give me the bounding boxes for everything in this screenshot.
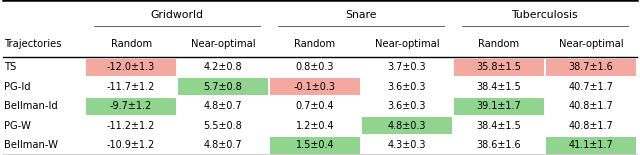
Text: Tuberculosis: Tuberculosis: [511, 10, 578, 20]
FancyBboxPatch shape: [454, 59, 543, 76]
Text: 4.8±0.7: 4.8±0.7: [204, 140, 243, 150]
Text: 1.2±0.4: 1.2±0.4: [296, 121, 334, 131]
Text: Random: Random: [111, 39, 152, 49]
Text: 3.6±0.3: 3.6±0.3: [388, 101, 426, 111]
Text: Near-optimal: Near-optimal: [559, 39, 623, 49]
Text: 4.8±0.3: 4.8±0.3: [388, 121, 426, 131]
Text: 4.2±0.8: 4.2±0.8: [204, 62, 243, 72]
Text: Trajectories: Trajectories: [4, 39, 62, 49]
FancyBboxPatch shape: [546, 59, 636, 76]
Text: -12.0±1.3: -12.0±1.3: [107, 62, 156, 72]
FancyBboxPatch shape: [546, 137, 636, 154]
FancyBboxPatch shape: [86, 98, 176, 115]
Text: 4.3±0.3: 4.3±0.3: [388, 140, 426, 150]
Text: 38.4±1.5: 38.4±1.5: [477, 121, 521, 131]
Text: 39.1±1.7: 39.1±1.7: [477, 101, 521, 111]
FancyBboxPatch shape: [270, 78, 360, 95]
Text: 3.7±0.3: 3.7±0.3: [388, 62, 426, 72]
Text: 0.8±0.3: 0.8±0.3: [296, 62, 334, 72]
Text: 38.7±1.6: 38.7±1.6: [568, 62, 613, 72]
Text: 40.8±1.7: 40.8±1.7: [568, 101, 613, 111]
Text: Snare: Snare: [345, 10, 377, 20]
Text: Bellman-Id: Bellman-Id: [4, 101, 58, 111]
Text: Near-optimal: Near-optimal: [374, 39, 439, 49]
Text: 38.4±1.5: 38.4±1.5: [477, 82, 521, 92]
Text: 3.6±0.3: 3.6±0.3: [388, 82, 426, 92]
Text: 0.7±0.4: 0.7±0.4: [296, 101, 334, 111]
FancyBboxPatch shape: [179, 78, 268, 95]
FancyBboxPatch shape: [86, 59, 176, 76]
Text: -11.2±1.2: -11.2±1.2: [107, 121, 156, 131]
Text: 4.8±0.7: 4.8±0.7: [204, 101, 243, 111]
Text: 40.7±1.7: 40.7±1.7: [568, 82, 613, 92]
Text: 1.5±0.4: 1.5±0.4: [296, 140, 334, 150]
Text: -11.7±1.2: -11.7±1.2: [107, 82, 156, 92]
Text: PG-Id: PG-Id: [4, 82, 31, 92]
Text: 5.5±0.8: 5.5±0.8: [204, 121, 243, 131]
FancyBboxPatch shape: [362, 117, 452, 134]
Text: 38.6±1.6: 38.6±1.6: [477, 140, 521, 150]
Text: -0.1±0.3: -0.1±0.3: [294, 82, 336, 92]
Text: 5.7±0.8: 5.7±0.8: [204, 82, 243, 92]
Text: Bellman-W: Bellman-W: [4, 140, 58, 150]
Text: Random: Random: [478, 39, 520, 49]
Text: Near-optimal: Near-optimal: [191, 39, 255, 49]
Text: 40.8±1.7: 40.8±1.7: [568, 121, 613, 131]
Text: TS: TS: [4, 62, 17, 72]
Text: Random: Random: [294, 39, 335, 49]
Text: -10.9±1.2: -10.9±1.2: [107, 140, 156, 150]
FancyBboxPatch shape: [270, 137, 360, 154]
Text: -9.7±1.2: -9.7±1.2: [110, 101, 152, 111]
Text: 41.1±1.7: 41.1±1.7: [568, 140, 613, 150]
Text: 35.8±1.5: 35.8±1.5: [476, 62, 522, 72]
FancyBboxPatch shape: [454, 98, 543, 115]
Text: PG-W: PG-W: [4, 121, 31, 131]
Text: Gridworld: Gridworld: [150, 10, 204, 20]
